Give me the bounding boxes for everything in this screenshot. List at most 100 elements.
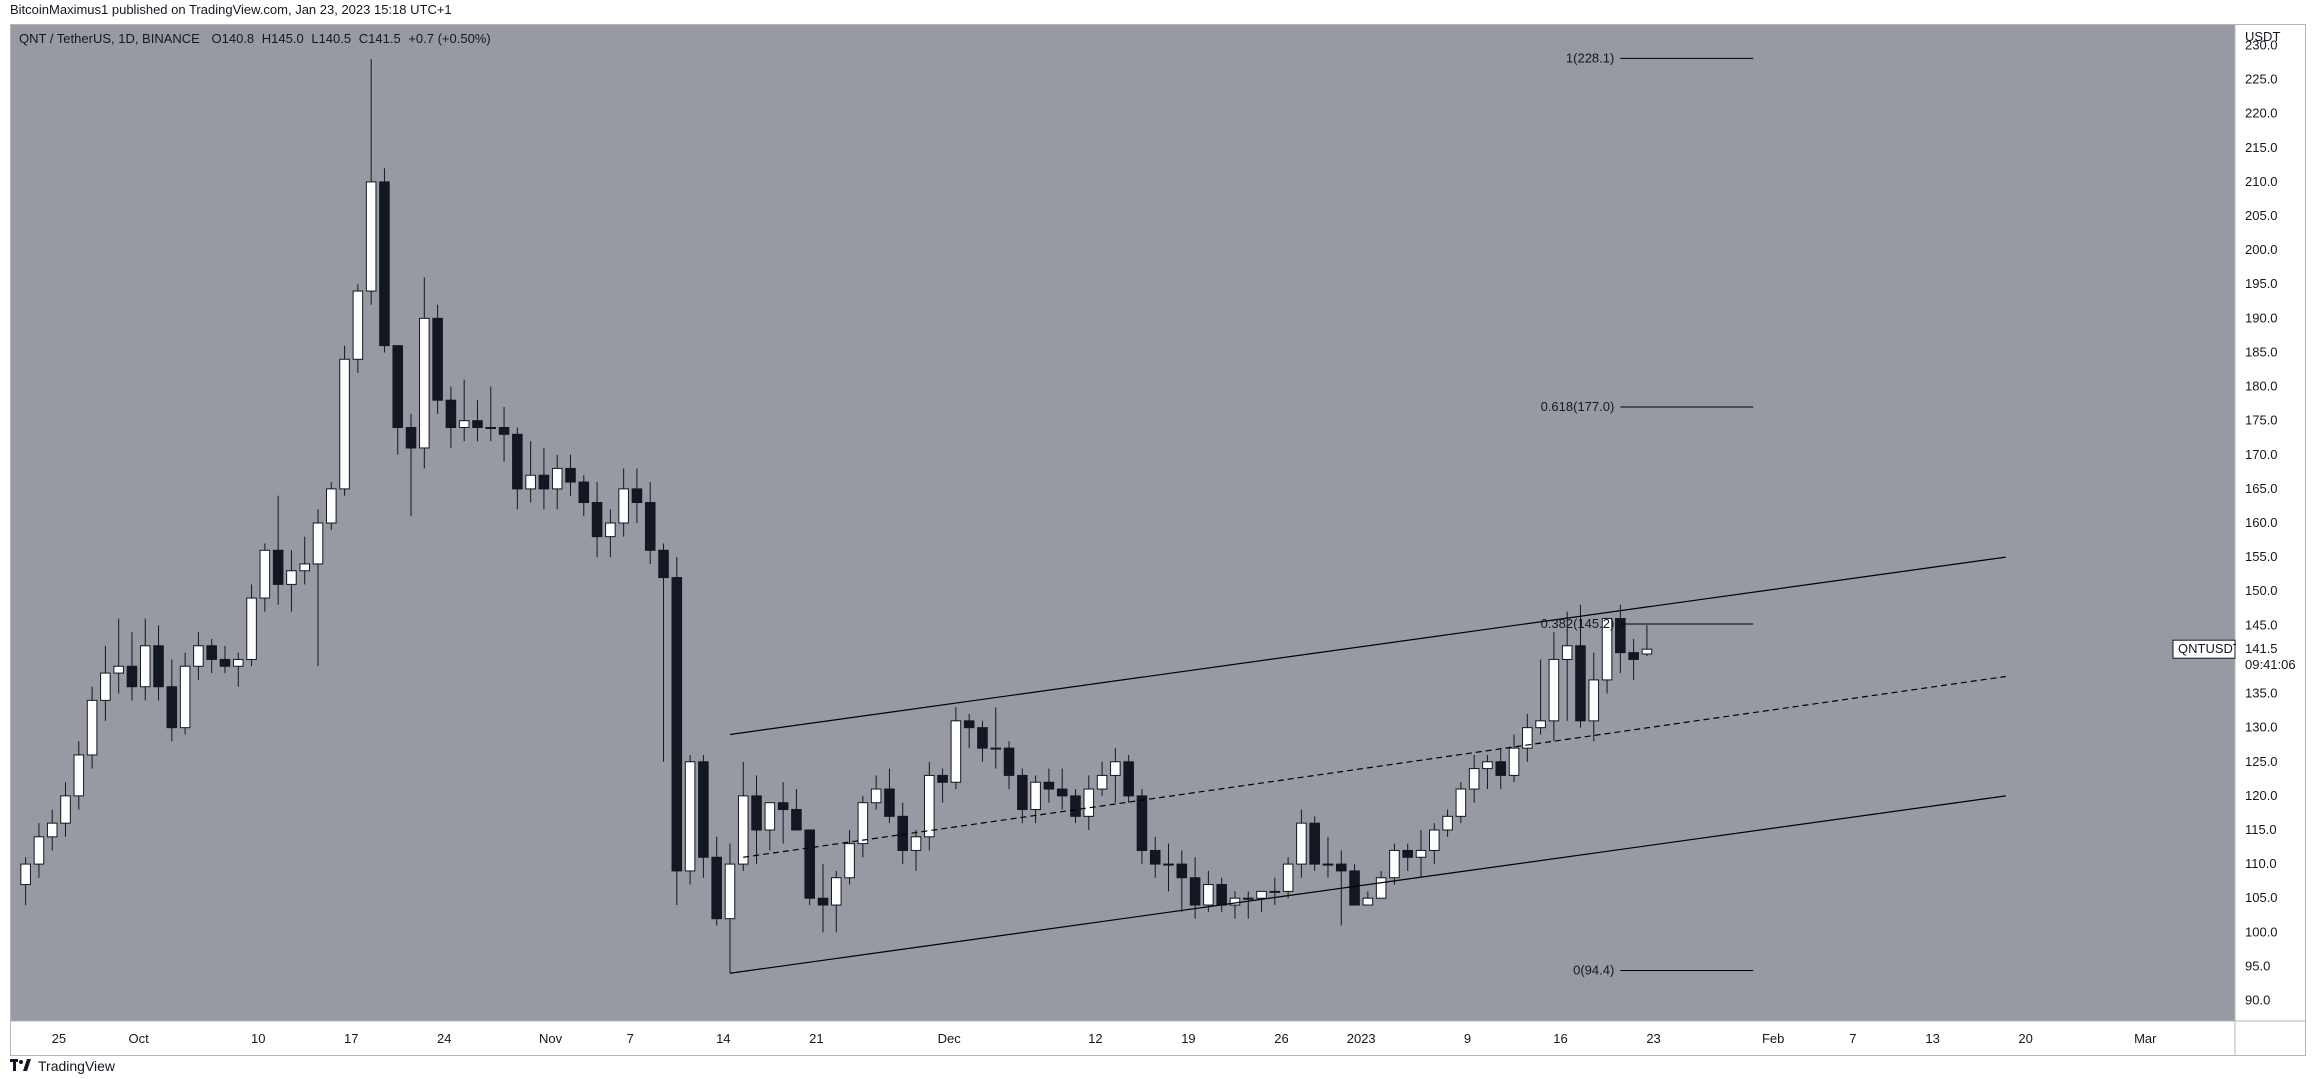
candle-body	[764, 802, 776, 831]
price-tag-countdown: 09:41:06	[2245, 657, 2296, 672]
candle	[1615, 604, 1626, 674]
candle	[206, 638, 217, 674]
legend-change: +0.7 (+0.50%)	[408, 31, 490, 46]
candle	[1322, 836, 1334, 878]
candle	[20, 857, 31, 906]
candle-body	[458, 420, 470, 428]
candle-body	[963, 720, 975, 729]
x-tick-label: Mar	[2134, 1031, 2157, 1046]
candle-body	[485, 426, 497, 429]
candle-body	[339, 358, 350, 490]
x-tick-label: Nov	[539, 1031, 563, 1046]
candle-body	[977, 727, 988, 749]
candle	[1296, 809, 1307, 878]
candle-body	[1349, 870, 1360, 906]
y-tick-label: 135.0	[2245, 686, 2278, 701]
candle	[631, 468, 643, 523]
y-tick-label: 155.0	[2245, 549, 2278, 564]
candle-body	[1322, 863, 1334, 866]
candle	[512, 427, 523, 510]
candle	[139, 618, 151, 701]
y-tick-label: 130.0	[2245, 720, 2278, 735]
candle	[1123, 754, 1134, 803]
channel-middle-line	[743, 675, 2006, 858]
candle-body	[1043, 781, 1055, 790]
candle	[472, 400, 483, 442]
candle-body	[698, 761, 709, 858]
candle	[73, 741, 85, 810]
candle	[312, 509, 324, 667]
candle	[751, 775, 762, 865]
candle-body	[1163, 863, 1174, 866]
candle	[884, 768, 895, 824]
candle-body	[884, 788, 895, 817]
candle-body	[1628, 652, 1639, 660]
price-tag: QNTUSDT 141.5 09:41:06	[2172, 639, 2305, 675]
y-tick-label: 125.0	[2245, 754, 2278, 769]
candle	[977, 720, 988, 762]
candle	[618, 468, 629, 537]
candle	[1442, 809, 1453, 837]
candle	[910, 829, 922, 871]
candle	[1548, 632, 1560, 742]
candle-body	[658, 549, 669, 579]
candle	[1269, 877, 1281, 906]
candle-body	[565, 467, 576, 483]
legend-symbol: QNT / TetherUS, 1D, BINANCE	[19, 31, 200, 46]
candle-body	[1096, 774, 1108, 790]
candle-body	[591, 502, 603, 538]
candle	[1389, 843, 1400, 885]
candle	[113, 618, 124, 694]
price-chart[interactable]: USDT 230.0 225.0 220.0 215.0 210.0 205.0 200.0…	[11, 25, 2305, 1055]
plot-background	[11, 25, 2235, 1021]
candle-body	[472, 420, 483, 428]
candle	[671, 557, 683, 906]
y-tick-label: 90.0	[2245, 993, 2270, 1008]
candle-body	[1030, 781, 1041, 811]
y-tick-label: 115.0	[2245, 822, 2277, 837]
x-tick-label: 10	[251, 1031, 265, 1046]
y-tick-label: 105.0	[2245, 890, 2278, 905]
candle-body	[113, 665, 124, 674]
candle	[1601, 618, 1613, 694]
candle	[1017, 768, 1028, 824]
candle	[1309, 816, 1320, 871]
candle-body	[126, 665, 138, 688]
candle-body	[644, 502, 656, 551]
candle-body	[1203, 884, 1214, 906]
fib-level-label: 0(94.4)	[1573, 963, 1614, 978]
x-tick-label: 19	[1181, 1031, 1195, 1046]
candle	[1429, 823, 1440, 865]
x-tick-label: Feb	[1762, 1031, 1784, 1046]
candle	[1455, 782, 1467, 824]
y-tick-label: 210.0	[2245, 174, 2278, 189]
candle-body	[1149, 849, 1161, 865]
candle-body	[498, 426, 510, 435]
candle	[246, 584, 257, 667]
candle	[1628, 638, 1639, 680]
chart-frame[interactable]: USDT 230.0 225.0 220.0 215.0 210.0 205.0 200.0…	[10, 24, 2306, 1056]
candle-body	[1375, 877, 1387, 899]
candle-body	[299, 563, 311, 572]
candle-body	[33, 836, 45, 865]
candle	[219, 645, 231, 674]
candle	[817, 864, 829, 933]
candle	[591, 482, 603, 558]
candle	[565, 454, 576, 496]
candle	[870, 775, 882, 810]
candle-body	[711, 856, 722, 920]
candle	[1482, 754, 1493, 790]
y-tick-label: 190.0	[2245, 310, 2278, 325]
candle-body	[139, 645, 151, 688]
candle	[737, 761, 749, 871]
candle	[272, 495, 284, 605]
candle	[1362, 891, 1374, 906]
candle-body	[352, 290, 364, 360]
candle-body	[1548, 658, 1560, 722]
candle-body	[1123, 761, 1134, 797]
candle-body	[1083, 788, 1095, 817]
candle	[365, 59, 377, 305]
x-tick-label: Dec	[938, 1031, 962, 1046]
legend-high-label: H	[262, 31, 271, 46]
candle	[379, 168, 390, 353]
